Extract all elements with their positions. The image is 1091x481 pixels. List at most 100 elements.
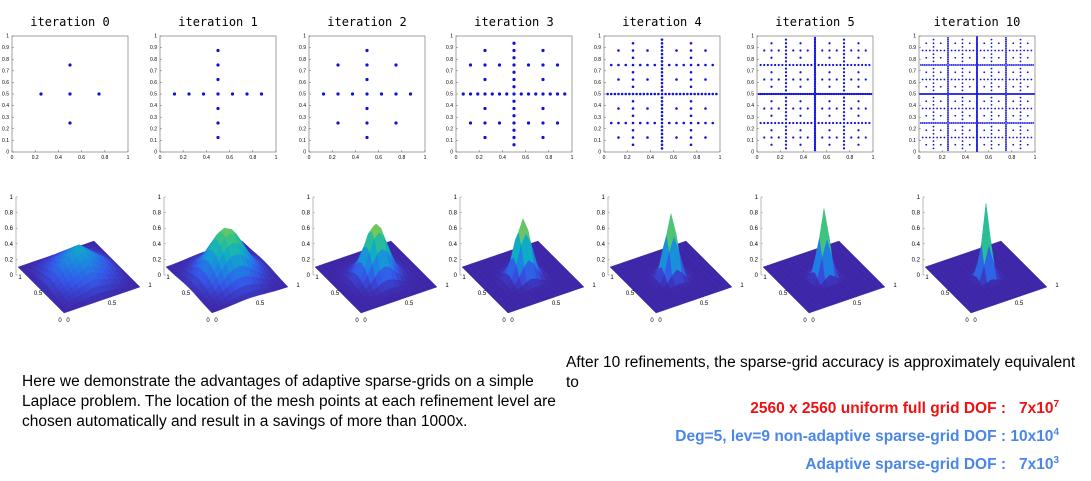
base-tick-label: 1 bbox=[925, 275, 929, 281]
grid-point bbox=[813, 145, 817, 148]
x-tick-label: 0.6 bbox=[226, 155, 233, 161]
grid-point bbox=[864, 121, 867, 125]
grid-point bbox=[1005, 73, 1007, 75]
grid-point bbox=[961, 122, 964, 124]
grid-point bbox=[784, 49, 788, 52]
grid-point bbox=[983, 56, 986, 59]
grid-point bbox=[813, 111, 817, 114]
grid-point bbox=[976, 128, 978, 131]
grid-point bbox=[813, 103, 817, 106]
grid-point bbox=[828, 85, 831, 88]
grid-point bbox=[943, 49, 946, 52]
grid-point bbox=[947, 53, 949, 56]
grid-point bbox=[1017, 64, 1020, 66]
grid-point bbox=[934, 122, 937, 124]
grid-point bbox=[763, 92, 766, 96]
grid-point bbox=[1012, 42, 1015, 45]
grid-point bbox=[1026, 42, 1029, 45]
grid-point bbox=[817, 121, 820, 125]
grid-point bbox=[795, 121, 798, 125]
grid-point bbox=[468, 63, 473, 67]
base-tick-label: 1 bbox=[610, 275, 614, 281]
grid-point bbox=[512, 114, 516, 118]
grid-point bbox=[1019, 100, 1022, 103]
grid-point bbox=[675, 78, 678, 81]
grid-point bbox=[947, 114, 949, 117]
grid-point bbox=[842, 74, 846, 77]
z-tick-label: 0.8 bbox=[912, 211, 921, 217]
grid-point bbox=[770, 42, 773, 45]
grid-point bbox=[1009, 93, 1012, 95]
grid-point bbox=[512, 92, 516, 96]
grid-point bbox=[954, 143, 957, 146]
grid-point bbox=[955, 93, 958, 95]
grid-point bbox=[813, 109, 817, 112]
grid-point bbox=[947, 78, 949, 81]
grid-point bbox=[541, 121, 545, 125]
grid-point bbox=[759, 121, 762, 125]
grid-point bbox=[646, 49, 649, 52]
grid-point bbox=[947, 129, 949, 132]
z-tick-label: 0.8 bbox=[750, 211, 759, 217]
x-tick-label: 0.4 bbox=[352, 155, 359, 161]
grid-point bbox=[689, 143, 693, 147]
grid-point bbox=[961, 136, 964, 139]
grid-point bbox=[476, 92, 480, 96]
grid-point bbox=[976, 103, 978, 105]
grid-point bbox=[981, 122, 984, 124]
grid-point bbox=[617, 121, 620, 125]
grid-point bbox=[784, 132, 788, 135]
grid-point bbox=[689, 128, 693, 132]
full-grid-dof-value: 7x10 bbox=[1018, 400, 1054, 417]
grid-point bbox=[952, 64, 955, 66]
grid-point bbox=[1005, 40, 1007, 43]
grid-point bbox=[857, 71, 860, 74]
grid-point bbox=[927, 122, 929, 124]
grid-point bbox=[961, 60, 964, 63]
grid-point bbox=[693, 92, 696, 96]
nonadaptive-dof-label: Deg=5, lev=9 non-adaptive sparse-grid DO… bbox=[675, 428, 1007, 445]
x-tick-label: 0.6 bbox=[985, 155, 992, 161]
z-tick-label: 0 bbox=[755, 273, 759, 279]
y-tick-label: 0.6 bbox=[747, 80, 754, 86]
y-tick-label: 0.5 bbox=[446, 92, 453, 98]
grid-point bbox=[947, 56, 949, 59]
grid-point bbox=[837, 92, 840, 96]
grid-point bbox=[68, 92, 72, 96]
grid-point bbox=[964, 93, 967, 95]
grid-point bbox=[68, 63, 72, 67]
grid-point bbox=[961, 71, 964, 74]
grid-point bbox=[519, 92, 523, 96]
grid-point bbox=[925, 143, 928, 146]
grid-point bbox=[512, 106, 516, 111]
grid-point bbox=[961, 74, 964, 77]
grid-point bbox=[365, 63, 369, 67]
grid-point bbox=[1005, 132, 1007, 135]
grid-point bbox=[660, 89, 664, 92]
grid-point bbox=[983, 100, 986, 103]
grid-point bbox=[784, 45, 788, 48]
y-tick-label: 0.9 bbox=[446, 45, 453, 51]
grid-point bbox=[541, 92, 545, 96]
grid-point bbox=[977, 64, 980, 66]
grid-point bbox=[1005, 91, 1007, 94]
y-tick-label: 0.6 bbox=[299, 80, 306, 86]
grid-point bbox=[934, 64, 937, 66]
grid-point bbox=[1005, 47, 1007, 50]
grid-point bbox=[770, 121, 773, 125]
grid-point bbox=[1023, 107, 1026, 110]
grid-point bbox=[1012, 122, 1015, 124]
grid-point bbox=[925, 71, 928, 74]
grid-point bbox=[1004, 93, 1006, 95]
grid-point bbox=[947, 136, 949, 139]
grid-point bbox=[806, 136, 809, 139]
grid-point bbox=[925, 49, 928, 52]
x-tick-label: 0.4 bbox=[499, 155, 506, 161]
grid-point bbox=[770, 92, 773, 96]
grid-point bbox=[1005, 122, 1007, 124]
grid-point bbox=[1005, 89, 1007, 92]
grid-point bbox=[336, 63, 340, 67]
grid-point bbox=[770, 56, 773, 59]
grid-point bbox=[855, 92, 858, 96]
grid-point bbox=[842, 45, 846, 48]
